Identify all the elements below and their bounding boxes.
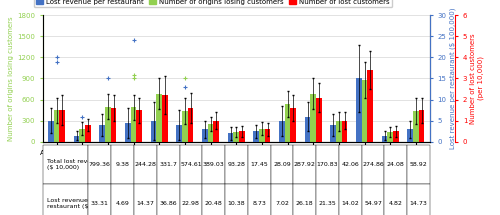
Bar — [264, 129, 270, 142]
Bar — [259, 129, 264, 142]
Bar — [388, 132, 393, 142]
Bar — [279, 121, 285, 142]
Bar — [305, 117, 310, 142]
Bar — [202, 129, 208, 142]
Bar — [382, 135, 388, 142]
Bar — [418, 110, 424, 142]
Bar — [393, 131, 398, 142]
Bar — [48, 121, 54, 142]
Bar — [362, 80, 368, 142]
Bar — [111, 108, 116, 142]
Bar — [176, 125, 182, 142]
Bar — [254, 131, 259, 142]
Bar — [156, 94, 162, 142]
Bar — [408, 129, 413, 142]
Bar — [316, 97, 322, 142]
Bar — [228, 134, 234, 142]
Bar — [413, 111, 418, 142]
Bar — [136, 110, 142, 142]
Bar — [239, 131, 244, 142]
Bar — [85, 125, 90, 142]
Bar — [151, 121, 156, 142]
Bar — [188, 108, 194, 142]
Legend: Lost revenue per restaurant, Number of origins losing customers, Number of lost : Lost revenue per restaurant, Number of o… — [34, 0, 392, 7]
Bar — [368, 70, 373, 142]
Bar — [54, 110, 60, 142]
Bar — [74, 135, 80, 142]
Bar — [342, 121, 347, 142]
Bar — [182, 111, 188, 142]
Bar — [80, 129, 85, 142]
Bar — [330, 125, 336, 142]
Bar — [356, 78, 362, 142]
Bar — [336, 121, 342, 142]
Y-axis label: Lost revenue per restaurant ($ 100,000): Lost revenue per restaurant ($ 100,000) — [450, 8, 456, 149]
Bar — [100, 125, 105, 142]
Y-axis label: Number of lost customers
(per 10,000): Number of lost customers (per 10,000) — [470, 33, 484, 124]
Bar — [285, 104, 290, 142]
Bar — [131, 107, 136, 142]
Y-axis label: Number of origins losing customers: Number of origins losing customers — [8, 16, 14, 141]
Bar — [60, 110, 65, 142]
Bar — [125, 123, 131, 142]
Bar — [214, 121, 219, 142]
Bar — [208, 124, 214, 142]
Bar — [290, 108, 296, 142]
Bar — [234, 132, 239, 142]
Bar — [105, 107, 111, 142]
Bar — [310, 94, 316, 142]
Bar — [162, 95, 168, 142]
